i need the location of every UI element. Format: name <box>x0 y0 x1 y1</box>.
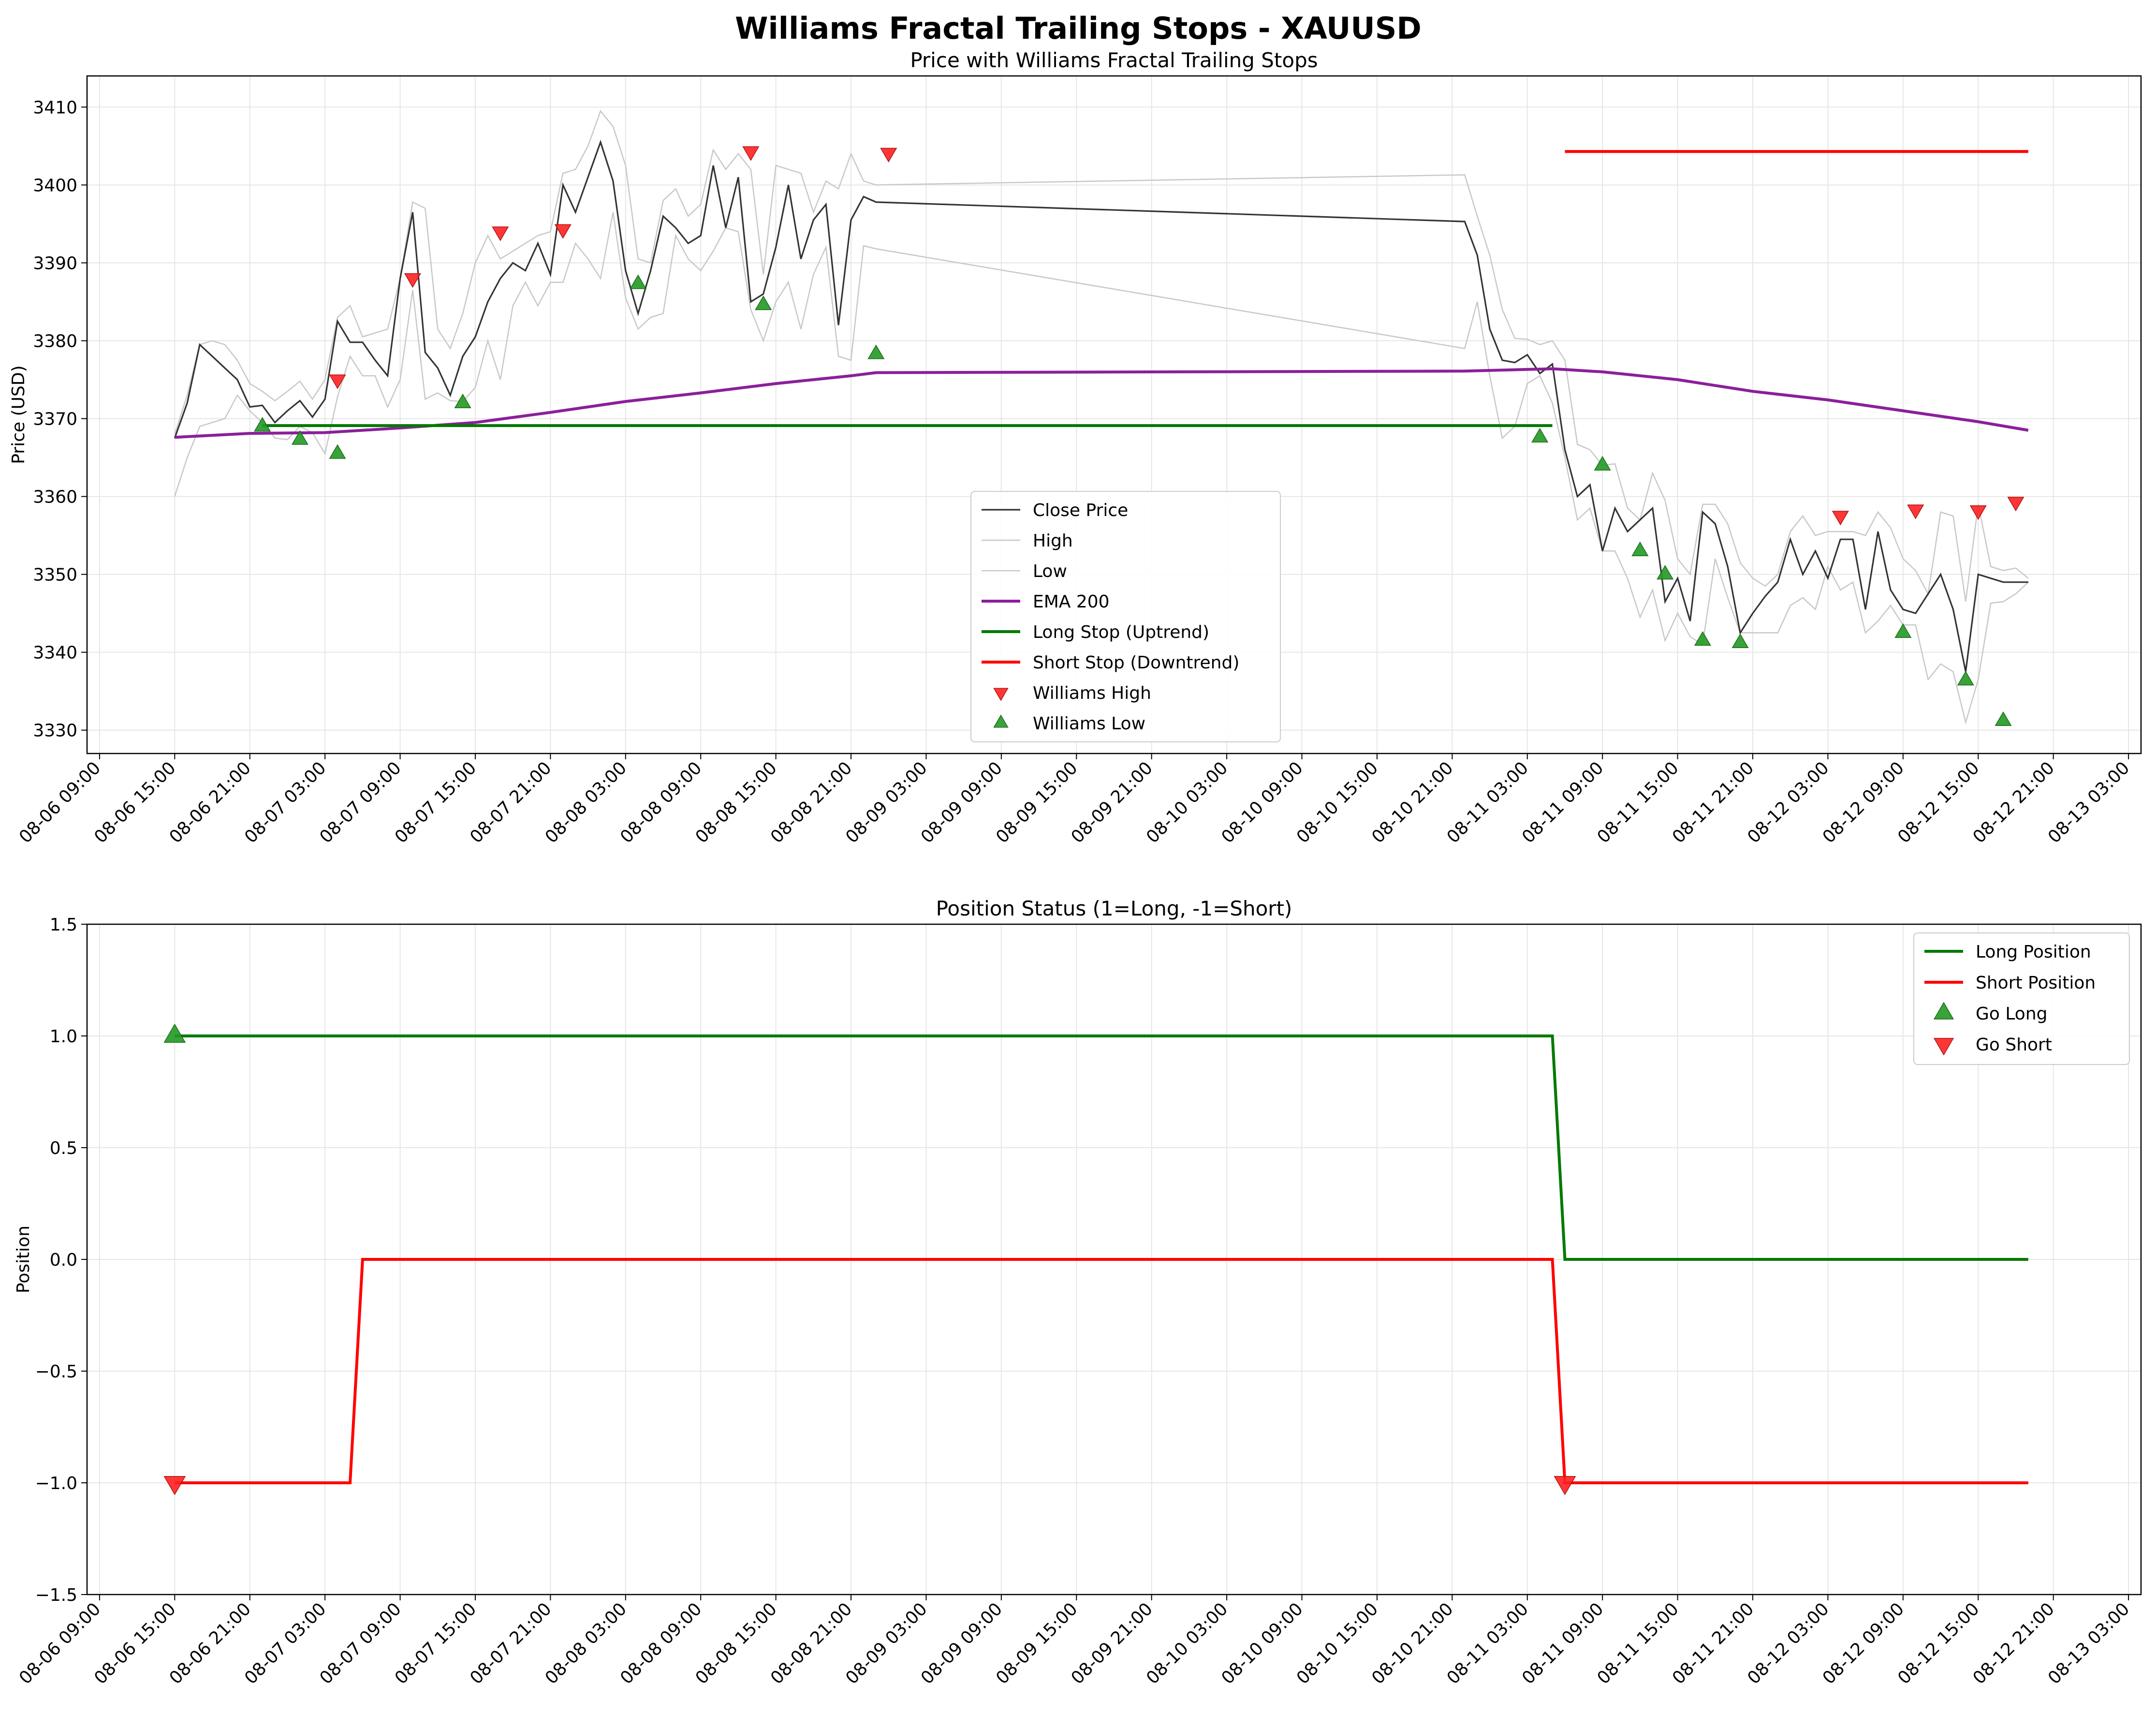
y-tick-label: 3380 <box>33 332 77 352</box>
legend-label: Williams Low <box>1033 714 1145 734</box>
y-tick-label: 1.0 <box>50 1027 77 1047</box>
y-axis: 3330 3340 3350 3360 3370 3380 3390 3400 3410 Pric… <box>9 98 87 741</box>
legend-label: Close Price <box>1033 501 1128 520</box>
williams-high-marker <box>1969 505 1987 520</box>
y-axis: −1.5 −1.0 −0.5 0.0 0.5 1.0 1.5 Position <box>14 915 87 1605</box>
legend-swatch <box>1933 1002 1954 1020</box>
chart-title: Position Status (1=Long, -1=Short) <box>936 897 1292 920</box>
y-tick-label: 0.5 <box>50 1138 77 1158</box>
williams-high-marker <box>554 224 572 239</box>
williams-low-marker <box>1694 631 1711 646</box>
legend-label: Short Stop (Downtrend) <box>1033 653 1239 673</box>
go-short-marker <box>163 1476 186 1495</box>
williams-low-marker <box>630 274 647 289</box>
y-tick-label: 3370 <box>33 410 77 429</box>
ema-200-series-line <box>175 367 2029 439</box>
close-price-series-line <box>174 139 2028 672</box>
legend-label: EMA 200 <box>1033 592 1110 612</box>
chart-title: Price with Williams Fractal Trailing Sto… <box>910 48 1318 72</box>
williams-high-marker <box>404 273 421 288</box>
y-tick-label: 3330 <box>33 721 77 741</box>
williams-high-marker <box>880 148 897 163</box>
y-tick-label: 3350 <box>33 565 77 585</box>
y-tick-label: 1.5 <box>50 915 77 935</box>
williams-low-marker <box>755 295 772 310</box>
y-tick-label: −0.5 <box>35 1362 77 1382</box>
legend: Long Position Short Position Go Long Go Sho… <box>1913 932 2130 1065</box>
go-long-marker <box>163 1023 186 1043</box>
plot-frame <box>86 923 2142 1596</box>
williams-low-marker <box>1594 456 1611 471</box>
y-axis-label: Position <box>14 1226 33 1293</box>
short-position-series-line <box>175 1258 2028 1484</box>
plot-frame <box>86 75 2142 754</box>
williams-high-marker <box>329 374 346 389</box>
y-tick-label: 3390 <box>33 253 77 273</box>
legend-label: Go Long <box>1976 1004 2047 1024</box>
y-axis-label: Price (USD) <box>9 365 29 464</box>
go-short-marker <box>1554 1476 1576 1495</box>
legend-swatch <box>993 714 1009 728</box>
y-tick-label: 3400 <box>33 176 77 195</box>
legend-box <box>970 491 1281 742</box>
williams-low-marker <box>291 430 308 445</box>
y-tick-label: 3340 <box>33 643 77 663</box>
williams-low-marker <box>867 344 885 359</box>
williams-low-marker <box>1631 541 1649 556</box>
legend-label: Go Short <box>1976 1035 2052 1055</box>
legend-label: Low <box>1033 561 1067 581</box>
legend-label: Long Stop (Uptrend) <box>1033 622 1209 642</box>
low-series-line <box>174 212 2029 725</box>
y-tick-label: −1.0 <box>35 1474 77 1493</box>
legend: Close Price High Low EMA 200 Long Stop (Uptr… <box>970 491 1281 742</box>
figure-suptitle: Williams Fractal Trailing Stops - XAUUSD <box>735 11 1422 46</box>
legend-box <box>1913 932 2130 1065</box>
legend-label: Long Position <box>1976 942 2091 962</box>
legend-swatch <box>1933 1038 1954 1056</box>
long-position-series-line <box>175 1034 2028 1261</box>
y-tick-label: 3410 <box>33 98 77 118</box>
y-tick-label: 0.0 <box>50 1250 77 1270</box>
williams-low-marker <box>1995 711 2012 726</box>
williams-low-marker <box>1657 565 1674 580</box>
williams-high-marker <box>1907 504 1924 519</box>
y-tick-label: 3360 <box>33 488 77 507</box>
williams-low-marker <box>1731 633 1749 648</box>
legend-swatch <box>993 688 1009 701</box>
williams-low-marker <box>454 393 471 408</box>
y-tick-label: −1.5 <box>35 1585 77 1605</box>
legend-label: Williams High <box>1033 683 1151 703</box>
williams-low-marker <box>254 417 271 432</box>
williams-high-marker <box>1832 511 1849 526</box>
legend-label: Short Position <box>1976 973 2096 993</box>
williams-low-marker <box>1957 671 1974 686</box>
williams-high-marker <box>492 226 509 241</box>
legend-label: High <box>1033 531 1073 551</box>
williams-low-marker <box>1531 428 1549 443</box>
high-series-line <box>174 109 2029 602</box>
williams-high-marker <box>742 146 760 161</box>
williams-low-marker <box>1894 623 1912 638</box>
williams-high-marker <box>2007 497 2024 512</box>
williams-low-marker <box>329 444 346 459</box>
